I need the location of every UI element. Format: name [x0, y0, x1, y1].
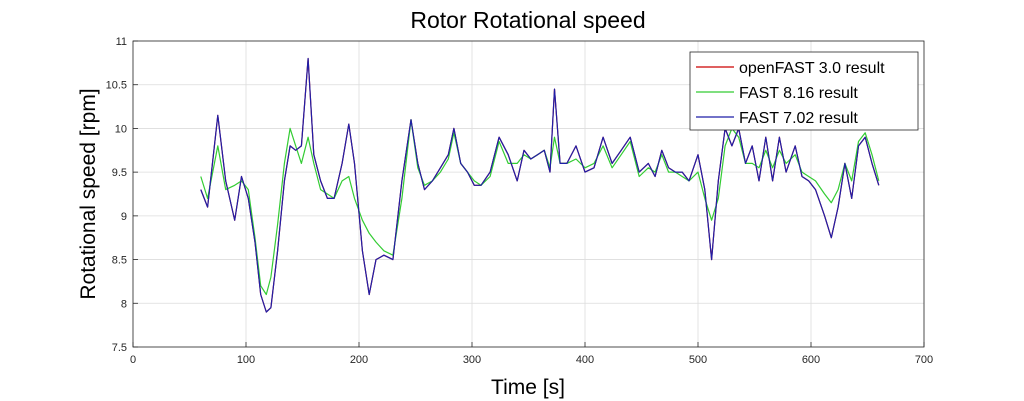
y-tick-label: 8: [121, 298, 127, 310]
x-tick-label: 400: [576, 354, 594, 366]
y-tick-label: 9.5: [112, 167, 127, 179]
x-tick-label: 600: [802, 354, 820, 366]
x-tick-label: 200: [350, 354, 368, 366]
plot-border: [132, 40, 925, 348]
y-axis-label: Rotational speed [rpm]: [77, 88, 100, 299]
chart-title: Rotor Rotational speed: [410, 7, 645, 33]
y-tick-label: 10.5: [106, 80, 127, 92]
series-layer: [200, 57, 880, 313]
x-tick-label: 0: [130, 354, 136, 366]
x-tick-label: 100: [237, 354, 255, 366]
y-tick-label: 8.5: [112, 255, 127, 267]
y-tick-label: 11: [116, 36, 127, 48]
x-axis: 0 100 200 300 400 500 600 700: [130, 342, 933, 366]
x-tick-label: 300: [463, 354, 481, 366]
series-line-fast702: [200, 57, 880, 313]
legend: openFAST 3.0 result FAST 8.16 result FAS…: [689, 51, 919, 131]
x-tick-label: 700: [915, 354, 933, 366]
y-tick-label: 10: [115, 123, 127, 135]
y-tick-label: 7.5: [112, 342, 127, 354]
legend-label-fast816: FAST 8.16 result: [739, 85, 858, 102]
y-tick-label: 9: [121, 211, 127, 223]
x-axis-label: Time [s]: [491, 376, 565, 399]
x-tick-label: 500: [689, 354, 707, 366]
y-axis: 7.5 8 8.5 9 9.5 10 10.5 11: [106, 36, 138, 354]
legend-label-openfast: openFAST 3.0 result: [739, 60, 885, 77]
legend-label-fast702: FAST 7.02 result: [739, 110, 858, 127]
